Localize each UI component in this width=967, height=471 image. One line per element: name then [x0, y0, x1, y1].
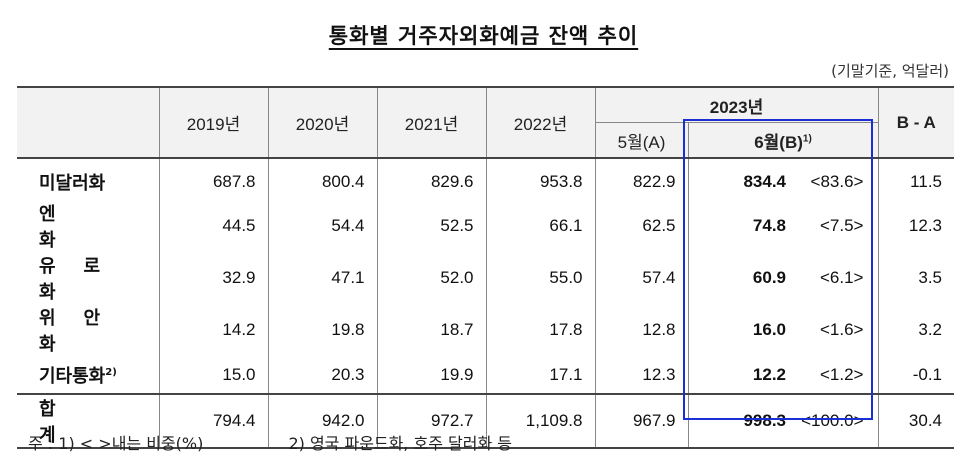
deposit-table: 2019년 2020년 2021년 2022년 2023년 B - A 5월(A… — [17, 86, 954, 449]
cell-v2021: 52.0 — [376, 252, 486, 304]
cell-v2019: 794.4 — [158, 393, 268, 449]
footnotes: 주 : 1) < >내는 비중(%) 2) 영국 파운드화, 호주 달러화 등 — [28, 430, 512, 454]
cell-may: 822.9 — [594, 157, 688, 200]
cell-v2020: 800.4 — [267, 157, 377, 200]
cell-ratio: <7.5> — [820, 216, 864, 235]
cell-diff: 3.5 — [877, 252, 954, 304]
footnote-marker: 1) — [802, 132, 812, 144]
cell-ratio: <100.0> — [798, 393, 878, 449]
header-year: 2019년 — [158, 86, 268, 158]
table-row: 기타통화2) 15.0 20.3 19.9 17.1 12.3 12.2 <1.2> -0.1 — [17, 356, 954, 394]
cell-june: 60.9 — [687, 252, 798, 304]
cell-diff: 12.3 — [877, 200, 954, 252]
cell-may: 12.8 — [594, 304, 688, 356]
cell-june: 12.2 — [687, 356, 798, 394]
row-label: 미달러화 — [17, 157, 159, 200]
cell-diff: 30.4 — [877, 393, 954, 449]
cell-june: 834.4 — [687, 157, 798, 200]
cell-v2022: 953.8 — [485, 157, 595, 200]
footnote-marker: 2) — [105, 366, 117, 378]
cell-v2019: 687.8 — [158, 157, 268, 200]
footnote-1: 주 : 1) < >내는 비중(%) — [28, 434, 204, 453]
table-row: 위안화 14.2 19.8 18.7 17.8 12.8 16.0 <1.6> 3.2 — [17, 304, 954, 356]
cell-v2021: 829.6 — [376, 157, 486, 200]
cell-v2019: 44.5 — [158, 200, 268, 252]
cell-v2020: 47.1 — [267, 252, 377, 304]
cell-v2021: 52.5 — [376, 200, 486, 252]
cell-v2020: 54.4 — [267, 200, 377, 252]
cell-v2020: 20.3 — [267, 356, 377, 394]
total-row: 합 계 794.4 942.0 972.7 1,109.8 967.9 998.3 <100.… — [17, 393, 954, 449]
header-may: 5월(A) — [594, 122, 688, 158]
cell-v2021: 972.7 — [376, 393, 486, 449]
header-year: 2022년 — [485, 86, 595, 158]
cell-may: 967.9 — [594, 393, 688, 449]
cell-v2021: 18.7 — [376, 304, 486, 356]
row-label: 합 계 — [17, 393, 159, 449]
cell-v2019: 32.9 — [158, 252, 268, 304]
cell-may: 12.3 — [594, 356, 688, 394]
cell-diff: -0.1 — [877, 356, 954, 394]
cell-v2022: 1,109.8 — [485, 393, 595, 449]
footnote-2: 2) 영국 파운드화, 호주 달러화 등 — [288, 434, 513, 453]
cell-v2019: 14.2 — [158, 304, 268, 356]
cell-diff: 3.2 — [877, 304, 954, 356]
row-label: 기타통화2) — [39, 365, 117, 387]
cell-ratio: <1.2> — [820, 364, 864, 384]
cell-v2020: 942.0 — [267, 393, 377, 449]
row-label: 유로화 — [39, 256, 129, 303]
cell-v2020: 19.8 — [267, 304, 377, 356]
cell-may: 62.5 — [594, 200, 688, 252]
table-row: 엔 화 44.5 54.4 52.5 66.1 62.5 74.8 <7.5> 12.3 — [17, 200, 954, 252]
header-june: 6월(B)1) — [687, 122, 878, 158]
unit-label: (기말기준, 억달러) — [831, 62, 949, 80]
cell-v2022: 55.0 — [485, 252, 595, 304]
cell-ratio: <6.1> — [820, 268, 864, 287]
table-row: 유로화 32.9 47.1 52.0 55.0 57.4 60.9 <6.1> 3.5 — [17, 252, 954, 304]
cell-v2019: 15.0 — [158, 356, 268, 394]
header-year: 2021년 — [376, 86, 486, 158]
row-label: 위안화 — [39, 308, 129, 355]
cell-june: 74.8 — [687, 200, 798, 252]
cell-june: 998.3 — [687, 393, 798, 449]
cell-ratio: <83.6> — [798, 157, 878, 200]
table-title: 통화별 거주자외화예금 잔액 추이 — [328, 24, 639, 48]
cell-v2021: 19.9 — [376, 356, 486, 394]
cell-may: 57.4 — [594, 252, 688, 304]
row-label: 엔 화 — [39, 204, 84, 251]
header-diff: B - A — [877, 86, 954, 158]
cell-v2022: 17.8 — [485, 304, 595, 356]
cell-june: 16.0 — [687, 304, 798, 356]
header-year: 2020년 — [267, 86, 377, 158]
cell-v2022: 17.1 — [485, 356, 595, 394]
header-year-2023: 2023년 — [594, 86, 878, 123]
table-row: 미달러화 687.8 800.4 829.6 953.8 822.9 834.4 <83.6>… — [17, 157, 954, 200]
cell-diff: 11.5 — [877, 157, 954, 200]
cell-ratio: <1.6> — [820, 320, 864, 339]
cell-v2022: 66.1 — [485, 200, 595, 252]
header-corner — [17, 86, 159, 158]
